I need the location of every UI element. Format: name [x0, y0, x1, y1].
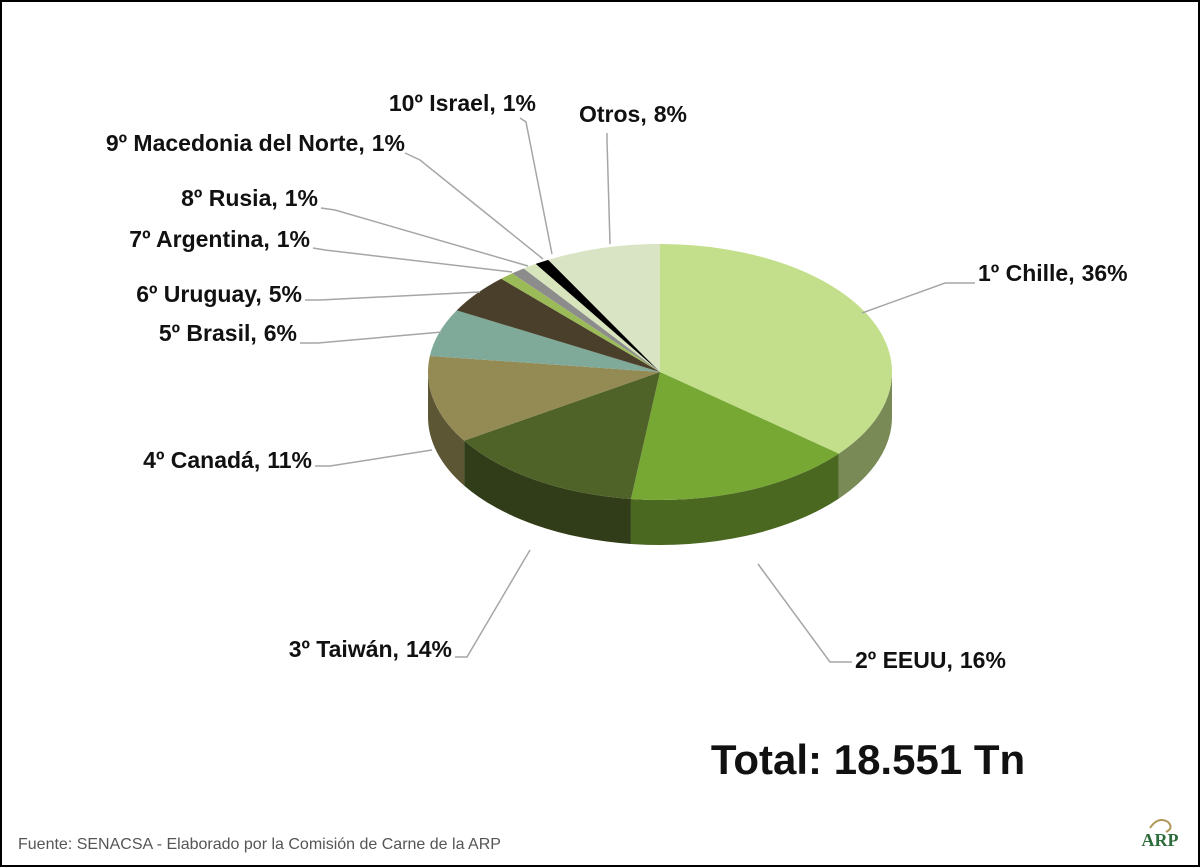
- category-label: 4º Canadá,: [143, 447, 260, 473]
- data-label: 5º Brasil, 6%: [159, 320, 297, 346]
- leader-line: [312, 247, 513, 273]
- category-label: 8º Rusia,: [181, 185, 278, 211]
- data-label: 3º Taiwán, 14%: [289, 636, 452, 662]
- category-label: 5º Brasil,: [159, 320, 257, 346]
- value-label: 5%: [269, 281, 302, 307]
- slice-side: [838, 372, 892, 499]
- category-label: 1º Chille,: [978, 260, 1075, 286]
- leader-line: [606, 133, 611, 245]
- data-label: Otros, 8%: [579, 101, 687, 127]
- value-label: 1%: [372, 130, 405, 156]
- pie-sides: [428, 372, 892, 545]
- value-label: 8%: [654, 101, 687, 127]
- category-label: 3º Taiwán,: [289, 636, 399, 662]
- pie-slice: [660, 244, 892, 454]
- pie-slice: [501, 273, 660, 372]
- total: Total: 18.551 Tn: [711, 736, 1025, 783]
- category-label: 6º Uruguay,: [136, 281, 262, 307]
- data-label: 2º EEUU, 16%: [855, 647, 1006, 673]
- pie-slice: [548, 244, 660, 372]
- value-label: 36%: [1082, 260, 1128, 286]
- value-label: 1%: [503, 90, 536, 116]
- value-label: 6%: [264, 320, 297, 346]
- category-label: 2º EEUU,: [855, 647, 953, 673]
- data-label: 6º Uruguay, 5%: [136, 281, 302, 307]
- leader-line: [861, 282, 975, 314]
- category-label: 7º Argentina,: [129, 226, 269, 252]
- value-label: 11%: [267, 447, 312, 473]
- data-label: 7º Argentina, 1%: [129, 226, 310, 252]
- pie-tops: [428, 244, 892, 500]
- pie-slice: [464, 372, 660, 499]
- source: Fuente: SENACSA - Elaborado por la Comis…: [18, 836, 501, 853]
- logo: ARP: [1142, 830, 1179, 850]
- labels: 1º Chille, 36% 2º EEUU, 16% 3º Taiwán, 14% 4º …: [106, 90, 1128, 673]
- value-label: 14%: [406, 636, 452, 662]
- logo-icon: [1149, 819, 1172, 833]
- pie-slice: [456, 278, 660, 372]
- value-label: 1%: [285, 185, 318, 211]
- pie-slice: [523, 263, 660, 372]
- value-label: 16%: [960, 647, 1006, 673]
- leader-line: [320, 207, 529, 267]
- pie-slice: [429, 310, 660, 372]
- leader-line: [455, 549, 531, 658]
- category-label: 10º Israel,: [389, 90, 496, 116]
- category-label: 9º Macedonia del Norte,: [106, 130, 365, 156]
- data-label: 4º Canadá, 11%: [143, 447, 312, 473]
- slice-side: [428, 372, 465, 486]
- leader-line: [315, 449, 433, 467]
- leader-line: [404, 152, 544, 260]
- category-label: Otros,: [579, 101, 647, 127]
- leader-line: [305, 291, 481, 301]
- data-label: 1º Chille, 36%: [978, 260, 1128, 286]
- pie-slice: [535, 259, 660, 372]
- pie-slice: [630, 372, 839, 500]
- pie-slice: [512, 268, 660, 372]
- pie-slice: [428, 355, 660, 441]
- data-label: 10º Israel, 1%: [389, 90, 536, 116]
- data-label: 9º Macedonia del Norte, 1%: [106, 130, 405, 156]
- slice-side: [630, 453, 839, 545]
- data-label: 8º Rusia, 1%: [181, 185, 318, 211]
- leader-line: [519, 117, 553, 255]
- slice-side: [464, 440, 631, 544]
- leader-line: [757, 563, 852, 663]
- value-label: 1%: [277, 226, 310, 252]
- leader-line: [300, 331, 443, 344]
